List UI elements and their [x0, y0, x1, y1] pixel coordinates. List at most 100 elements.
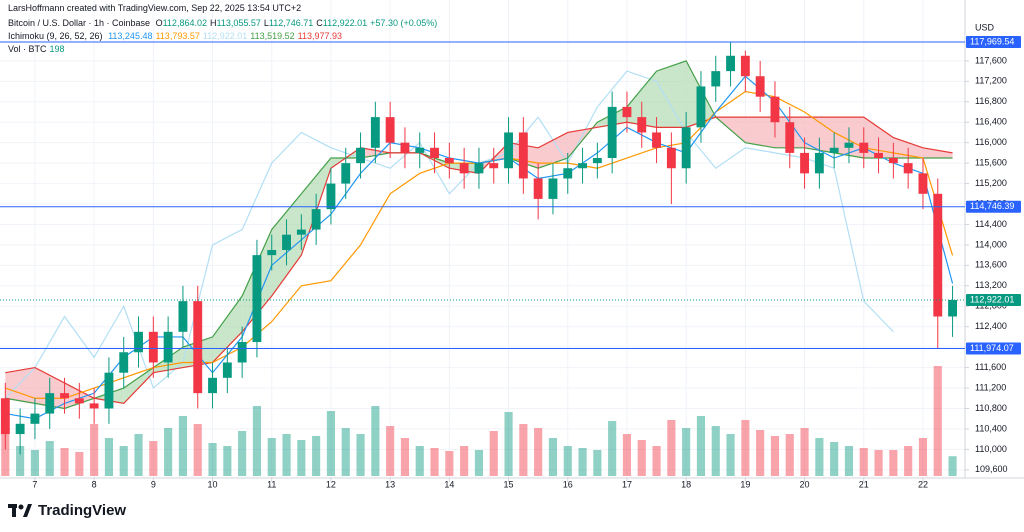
- volume-bar: [563, 446, 572, 476]
- y-tick-label: 113,200: [975, 280, 1007, 290]
- cloud: [5, 367, 35, 404]
- volume-bar: [889, 450, 898, 476]
- indicator-value: 113,519.52: [250, 31, 295, 41]
- x-tick-label: 15: [504, 479, 514, 489]
- volume-bar: [608, 421, 617, 476]
- volume-bar: [696, 416, 706, 476]
- candle-body: [888, 158, 898, 164]
- candle-body: [30, 413, 40, 424]
- indicator-value: 112,922.01: [202, 31, 248, 41]
- candle-body: [652, 132, 661, 148]
- y-tick-label: 110,800: [975, 403, 1007, 413]
- cloud: [626, 71, 657, 128]
- volume-bar: [282, 434, 291, 476]
- volume-bar: [830, 442, 839, 476]
- candle-body: [0, 398, 10, 435]
- cloud: [804, 117, 835, 153]
- y-tick-label: 114,000: [975, 239, 1007, 249]
- price-label-box: [966, 200, 1021, 213]
- ohlc-value: 112,864.02: [162, 18, 207, 28]
- volume-bar: [267, 438, 276, 476]
- cloud: [745, 117, 775, 148]
- y-tick-label: 114,400: [975, 219, 1007, 229]
- candle-body: [785, 122, 795, 153]
- candle-body: [504, 132, 513, 169]
- y-tick-label: 115,200: [975, 178, 1007, 188]
- volume-bar: [104, 438, 114, 476]
- y-tick-label: 116,000: [975, 137, 1007, 147]
- candle-body: [311, 209, 321, 230]
- candle-body: [622, 106, 632, 118]
- candle-body: [770, 96, 780, 123]
- candle-body: [563, 168, 573, 179]
- volume-label: Vol · BTC: [8, 44, 47, 54]
- volume-legend: Vol · BTC 198: [8, 43, 68, 55]
- candle-body: [89, 403, 99, 409]
- volume-bar: [45, 441, 54, 476]
- volume-bar: [16, 446, 25, 476]
- brand-logo: [8, 503, 32, 517]
- candle-body: [800, 152, 810, 174]
- x-tick-label: 14: [444, 479, 454, 489]
- ohlc-value: 112,922.01: [322, 18, 368, 28]
- ohlc-value: 112,746.71: [268, 18, 314, 28]
- candle-body: [193, 301, 203, 394]
- lagging-span: [4, 70, 894, 399]
- volume-bar: [785, 434, 794, 476]
- candle-body: [459, 163, 469, 174]
- header-text: LarsHoffmann created with TradingView.co…: [8, 3, 302, 13]
- price-label-box: [966, 294, 1021, 307]
- candle-body: [474, 163, 484, 174]
- leading-span-a: [5, 60, 953, 410]
- volume-bar: [741, 420, 750, 476]
- candle-body: [903, 163, 913, 174]
- cloud: [212, 296, 243, 363]
- candle-body: [726, 55, 735, 72]
- y-tick-label: 116,800: [975, 96, 1007, 106]
- volume-bar: [548, 438, 558, 476]
- price-label-box: [966, 342, 1021, 355]
- volume-bar: [149, 441, 158, 476]
- x-tick-label: 12: [326, 479, 336, 489]
- x-tick-label: 19: [740, 479, 750, 489]
- volume-bar: [326, 411, 336, 476]
- y-tick-label: 116,400: [975, 117, 1007, 127]
- volume-bar: [208, 443, 217, 476]
- candle-body: [400, 142, 410, 153]
- x-tick-label: 21: [859, 479, 869, 489]
- volume-bar: [60, 448, 69, 476]
- y-tick-label: 115,600: [975, 158, 1007, 168]
- y-tick-label: 110,000: [975, 444, 1007, 454]
- cloud: [922, 147, 953, 159]
- candle-body: [711, 71, 721, 87]
- candle-body: [518, 132, 528, 179]
- ohlc-value: 113,055.57: [216, 18, 261, 28]
- volume-bar: [134, 434, 143, 476]
- candle-body: [148, 331, 158, 363]
- volume-bar: [844, 446, 854, 476]
- y-tick-label: 109,600: [975, 464, 1008, 474]
- volume-bar: [933, 366, 942, 476]
- candle-body: [356, 147, 365, 164]
- candle-body: [252, 255, 262, 343]
- candle-body: [326, 183, 336, 210]
- x-tick-label: 17: [622, 479, 632, 489]
- candle-body: [681, 127, 691, 169]
- candle-body: [222, 362, 232, 378]
- candle-body: [74, 398, 84, 404]
- price-label: 112,922.01: [970, 294, 1014, 304]
- candle-body: [45, 393, 55, 414]
- x-tick-label: 20: [800, 479, 810, 489]
- candle-body: [844, 142, 854, 148]
- volume-bar: [119, 446, 128, 476]
- y-tick-label: 113,600: [975, 260, 1007, 270]
- candle-body: [134, 331, 143, 353]
- indicator-value: 113,977.93: [297, 31, 343, 41]
- candle-body: [740, 55, 750, 77]
- x-tick-label: 16: [563, 479, 573, 489]
- volume-bar: [193, 424, 202, 476]
- indicator-legend: Ichimoku (9, 26, 52, 26) 113,245.48 113,7…: [8, 30, 345, 42]
- volume-bar: [223, 446, 232, 476]
- ohlc-key: H: [209, 18, 217, 28]
- candle-body: [370, 117, 380, 148]
